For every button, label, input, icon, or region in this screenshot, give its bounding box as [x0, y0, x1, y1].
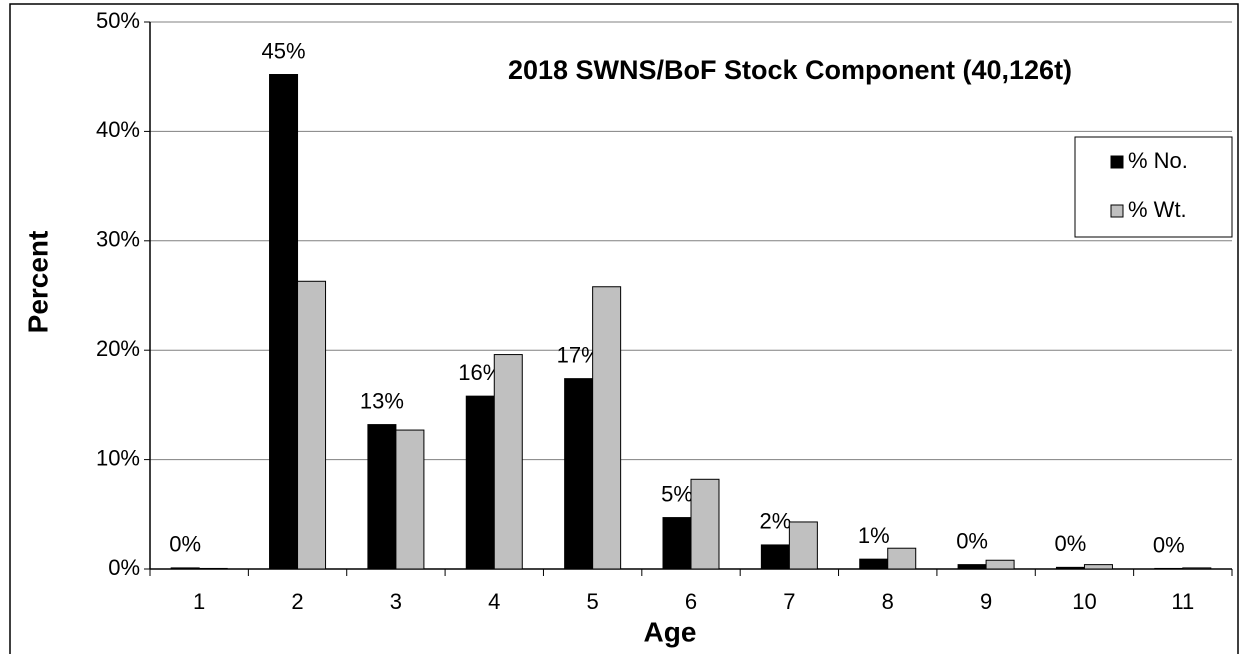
y-tick-label: 40% — [96, 117, 140, 142]
bar — [592, 286, 622, 570]
data-label: 2% — [759, 509, 791, 534]
x-tick-label: 11 — [1171, 589, 1194, 614]
x-tick-label: 4 — [488, 589, 500, 614]
chart-title: 2018 SWNS/BoF Stock Component (40,126t) — [508, 55, 1072, 85]
bar — [1182, 567, 1212, 570]
legend-label: % No. — [1128, 148, 1188, 173]
legend-swatch — [1110, 155, 1124, 169]
bar — [1083, 564, 1113, 570]
y-tick-label: 30% — [96, 227, 140, 252]
x-tick-label: 2 — [291, 589, 303, 614]
bar — [859, 558, 889, 570]
data-label: 1% — [858, 523, 890, 548]
y-tick-label: 50% — [96, 8, 140, 33]
bar — [690, 478, 720, 570]
data-label: 0% — [1153, 532, 1185, 557]
x-axis-title: Age — [644, 616, 697, 647]
bar — [198, 567, 228, 570]
bar — [760, 544, 790, 570]
x-tick-label: 5 — [587, 589, 599, 614]
bar — [564, 378, 594, 570]
y-tick-label: 0% — [108, 555, 140, 580]
bar — [297, 280, 327, 570]
chart-frame — [9, 3, 1239, 654]
bar — [367, 424, 397, 570]
data-label: 0% — [956, 528, 988, 553]
data-label: 0% — [1055, 531, 1087, 556]
data-label: 5% — [661, 481, 693, 506]
data-label: 45% — [262, 38, 306, 63]
bar — [662, 517, 692, 570]
x-tick-label: 6 — [685, 589, 697, 614]
bar — [1154, 567, 1184, 570]
x-tick-label: 3 — [390, 589, 402, 614]
legend-label: % Wt. — [1128, 197, 1187, 222]
bar — [957, 564, 987, 570]
data-label: 13% — [360, 388, 404, 413]
bar — [985, 559, 1015, 570]
y-tick-label: 10% — [96, 445, 140, 470]
x-tick-label: 1 — [193, 589, 205, 614]
bar — [395, 429, 425, 570]
x-tick-label: 7 — [783, 589, 795, 614]
data-label: 0% — [169, 532, 201, 557]
bar — [493, 354, 523, 570]
bar — [1055, 566, 1085, 570]
x-tick-label: 8 — [882, 589, 894, 614]
x-tick-label: 9 — [980, 589, 992, 614]
bar — [887, 547, 917, 570]
y-tick-label: 20% — [96, 336, 140, 361]
bar — [269, 74, 299, 570]
bar — [170, 567, 200, 570]
bar — [465, 395, 495, 570]
y-axis-title: Percent — [22, 231, 53, 334]
bar — [788, 521, 818, 570]
x-tick-label: 10 — [1072, 589, 1096, 614]
legend-swatch — [1110, 204, 1124, 218]
legend-box — [1074, 136, 1233, 238]
